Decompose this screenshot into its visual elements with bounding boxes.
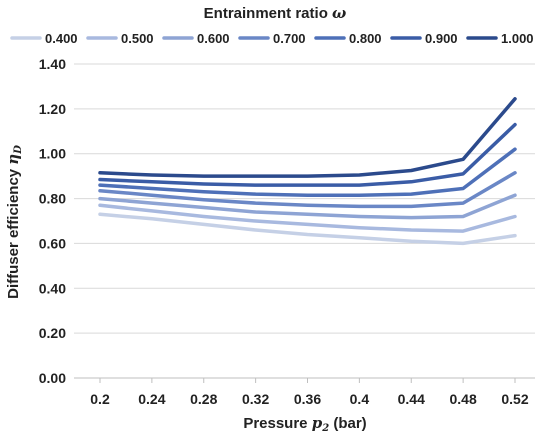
series-line-0.400 (98, 212, 517, 246)
legend-label: 0.700 (273, 31, 306, 46)
legend-title: Entrainment ratio ω (204, 4, 347, 22)
x-tick-label: 0.32 (242, 391, 269, 407)
series-line-0.500 (98, 203, 517, 233)
x-tick-label: 0.4 (350, 391, 370, 407)
y-tick-label: 1.40 (39, 56, 66, 72)
series-line-0.900 (98, 122, 517, 187)
x-axis-label-subscript: 2 (321, 423, 329, 434)
y-axis-label-text: Diffuser efficiency (5, 168, 22, 299)
x-tick-label: 0.28 (190, 391, 217, 407)
x-tick-label: 0.36 (294, 391, 321, 407)
legend-title-symbol: ω (332, 4, 346, 22)
x-tick-label: 0.48 (450, 391, 477, 407)
x-axis-label-text: Pressure (243, 415, 307, 432)
legend-label: 0.500 (121, 31, 154, 46)
y-axis-ticks: 0.00 0.20 0.40 0.60 0.80 1.00 1.20 1.40 (39, 56, 66, 386)
x-tick-label: 0.24 (138, 391, 165, 407)
y-tick-label: 1.20 (39, 101, 66, 117)
y-tick-label: 0.00 (39, 370, 66, 386)
y-axis-label: Diffuser efficiency ηD (4, 145, 24, 299)
series-lines (98, 97, 517, 246)
y-tick-label: 0.20 (39, 325, 66, 341)
y-axis-label-symbol: η (4, 154, 22, 165)
legend-label: 0.600 (197, 31, 230, 46)
series-line-0.600 (98, 193, 517, 220)
legend-item: 0.700 (238, 31, 306, 46)
series-line-0.700 (98, 171, 517, 209)
x-axis-label-symbol: p (312, 414, 323, 432)
y-tick-label: 0.40 (39, 280, 66, 296)
y-tick-label: 1.00 (39, 146, 66, 162)
x-tick-label: 0.2 (90, 391, 110, 407)
x-tick-label: 0.52 (501, 391, 528, 407)
legend-item: 0.800 (314, 31, 382, 46)
y-tick-label: 0.60 (39, 235, 66, 251)
y-axis-label-subscript: D (13, 145, 24, 155)
x-tick-label: 0.44 (398, 391, 425, 407)
legend-item: 0.900 (390, 31, 458, 46)
legend-label: 1.000 (501, 31, 534, 46)
legend-item: 0.600 (162, 31, 230, 46)
x-axis-ticks: 0.2 0.24 0.28 0.32 0.36 0.4 0.44 0.48 0.52 (90, 378, 529, 407)
x-axis-label-unit: (bar) (333, 415, 366, 432)
series-line-1.000 (98, 97, 517, 178)
y-tick-label: 0.80 (39, 191, 66, 207)
legend-item: 0.400 (10, 31, 78, 46)
legend-label: 0.900 (425, 31, 458, 46)
legend-label: 0.400 (45, 31, 78, 46)
x-axis-label: Pressure p2 (bar) (243, 414, 366, 434)
gridlines (74, 63, 535, 334)
legend: Entrainment ratio ω 0.400 0.500 0.600 0.700… (10, 4, 534, 46)
legend-item: 1.000 (466, 31, 534, 46)
series-line-0.800 (98, 147, 517, 197)
legend-label: 0.800 (349, 31, 382, 46)
legend-item: 0.500 (86, 31, 154, 46)
legend-title-text: Entrainment ratio (204, 5, 328, 22)
